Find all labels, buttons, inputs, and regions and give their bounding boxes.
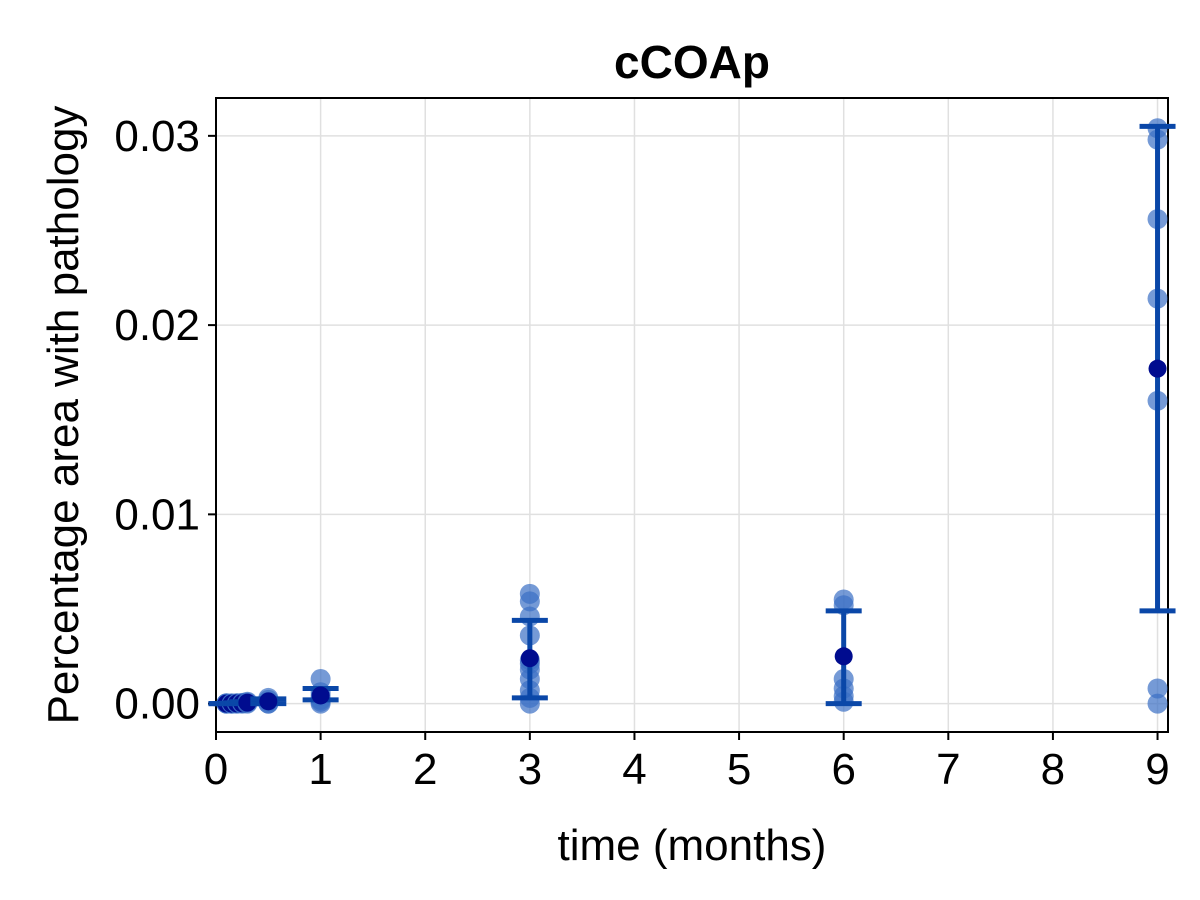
x-axis-title: time (months)	[558, 821, 827, 870]
mean-point	[1148, 359, 1167, 378]
x-tick-label: 3	[518, 745, 542, 794]
chart-title: cCOAp	[614, 36, 770, 88]
data-group	[825, 589, 862, 712]
x-tick-label: 0	[204, 745, 228, 794]
data-point	[1147, 678, 1168, 699]
y-tick-label: 0.00	[114, 680, 200, 729]
x-tick-label: 6	[831, 745, 855, 794]
mean-point	[520, 649, 539, 668]
x-axis-ticks: 0 1 2 3 4 5 6 7 8 9	[204, 732, 1170, 794]
data-point	[519, 583, 540, 604]
data-group	[302, 669, 339, 714]
data-layer	[208, 118, 1176, 714]
x-tick-label: 7	[936, 745, 960, 794]
y-axis-title: Percentage area with pathology	[39, 106, 88, 725]
data-group	[511, 583, 548, 714]
y-tick-label: 0.02	[114, 301, 200, 350]
data-point	[833, 589, 854, 610]
grid	[215, 98, 1168, 732]
data-point	[310, 669, 331, 690]
x-tick-label: 4	[622, 745, 646, 794]
x-tick-label: 2	[413, 745, 437, 794]
mean-point	[834, 647, 853, 666]
data-group	[1139, 118, 1176, 714]
x-tick-label: 8	[1041, 745, 1065, 794]
x-tick-label: 1	[308, 745, 332, 794]
x-tick-label: 5	[727, 745, 751, 794]
mean-point	[311, 686, 330, 705]
x-tick-label: 9	[1145, 745, 1169, 794]
y-axis-ticks: 0.00 0.01 0.02 0.03	[114, 112, 216, 729]
data-group	[250, 687, 287, 714]
data-point	[1147, 693, 1168, 714]
mean-point	[259, 692, 278, 711]
y-tick-label: 0.01	[114, 490, 200, 539]
y-tick-label: 0.03	[114, 112, 200, 161]
plot-frame	[215, 97, 1169, 733]
